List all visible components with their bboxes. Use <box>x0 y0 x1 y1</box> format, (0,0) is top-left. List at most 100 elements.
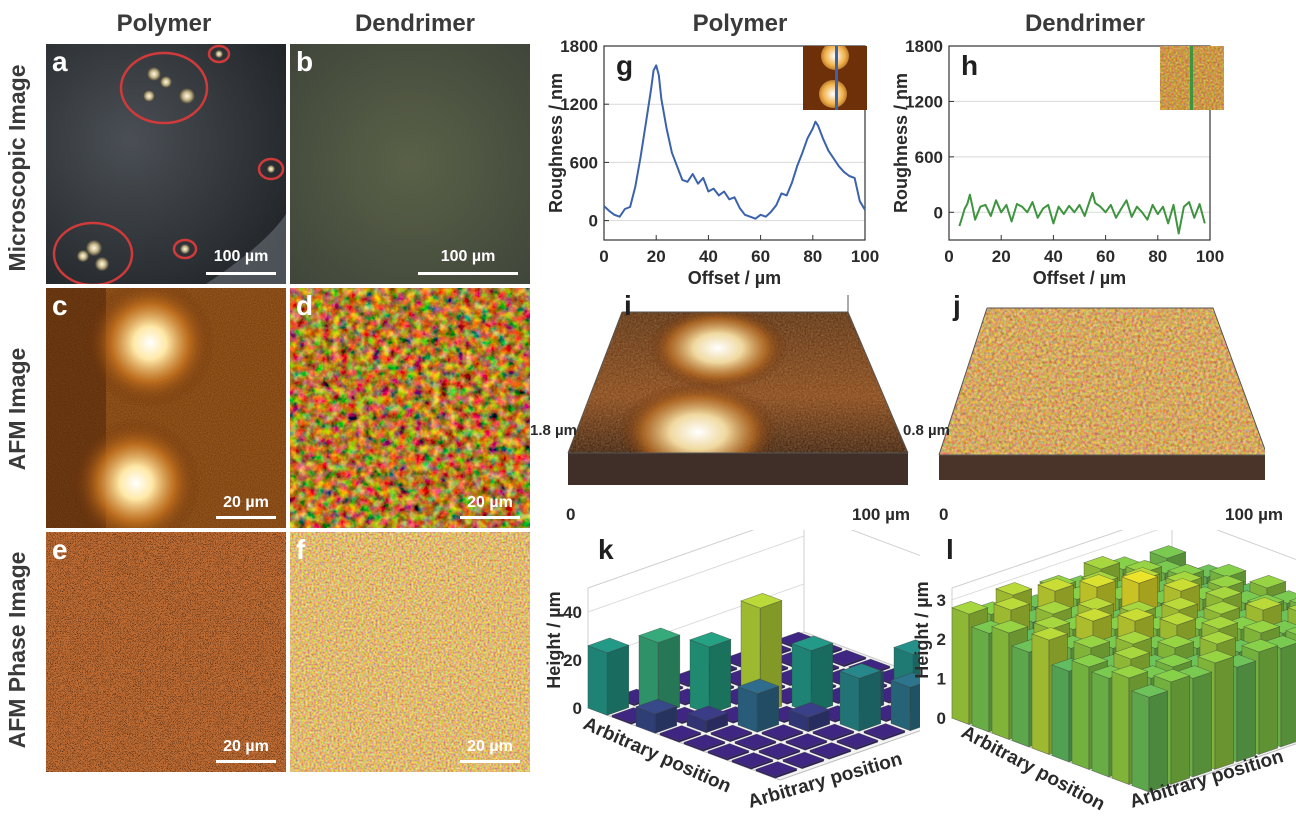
z-axis-label: Height / µm <box>544 591 564 688</box>
x-end-label-i: 100 µm <box>852 505 910 524</box>
bar-6-4 <box>839 663 882 732</box>
x-tick-label-0: 0 <box>599 247 608 266</box>
panel-letter-e: e <box>52 534 68 565</box>
x-axis-label: Offset / µm <box>1033 268 1126 288</box>
panel-letter-h: h <box>961 50 979 81</box>
plot-frame <box>948 45 1211 241</box>
bar-6-2 <box>785 733 828 751</box>
scale-label-f: 20 µm <box>467 738 513 755</box>
scale-label-c: 20 µm <box>223 494 269 511</box>
column-header-polymer-plots: Polymer <box>692 10 788 37</box>
y-tick-label-3: 1800 <box>905 40 943 56</box>
z-tick-label-0: 0 <box>573 699 582 718</box>
row-label-microscopic: Microscopic Image <box>4 64 30 272</box>
bar-6-0 <box>731 752 774 770</box>
bar-4-0 <box>683 734 726 752</box>
z-tick-label-2: 40 <box>563 603 582 622</box>
panel-b-microscopic-dendrimer: b 100 µm <box>290 44 530 284</box>
particle-cluster-top <box>143 67 195 104</box>
bar-7-4 <box>863 723 906 741</box>
bar-5-1 <box>734 733 777 752</box>
afm-phase-dendrimer-image <box>290 532 530 772</box>
bar-9-0 <box>1131 684 1169 793</box>
scale-label-b: 100 µm <box>440 248 496 265</box>
bar-2-0 <box>635 698 678 734</box>
z-scale-label-j: 0.8 µm <box>903 422 950 439</box>
highlight-ellipses <box>52 44 285 284</box>
bar-4-2 <box>737 678 780 733</box>
microscopic-dendrimer-image <box>290 44 530 284</box>
panel-letter-l: l <box>946 534 954 565</box>
panel-letter-j: j <box>953 290 961 321</box>
panel-letter-d: d <box>296 290 314 321</box>
scale-bar-d <box>460 516 520 519</box>
y-axis-label: Roughness / nm <box>546 73 566 213</box>
bar-0-0 <box>587 637 630 716</box>
y-tick-label-0: 0 <box>589 212 598 231</box>
z-tick-label-2: 2 <box>937 630 946 649</box>
panel-letter-k: k <box>598 534 614 565</box>
bar-7-3 <box>836 732 879 751</box>
bar-4-1 <box>710 724 753 743</box>
chart-h-svg: 0 600 1200 1800 0 20 40 60 80 100 Offset / µm Rough… <box>891 37 1224 288</box>
bar-7-2 <box>809 742 852 760</box>
panel-l-3d-bars-dendrimer: 0 1 2 3 Height / µm Arbitrary position Arbitra… <box>908 512 1296 820</box>
panel-d-afm-dendrimer: d 20 µm <box>290 288 530 528</box>
y-tick-label-1: 600 <box>570 153 598 172</box>
chart-g-svg: 0 600 1200 1800 0 20 40 60 80 100 Offset / µm Rough… <box>546 37 879 288</box>
z-tick-label-1: 20 <box>563 651 582 670</box>
y-tick-label-2: 1200 <box>905 92 943 111</box>
bar-5-3 <box>788 702 831 733</box>
y-tick-label-2: 1200 <box>560 95 598 114</box>
x-tick-label-5: 100 <box>851 247 879 266</box>
panel-letter-f: f <box>296 534 306 565</box>
panel-letter-a: a <box>52 46 68 77</box>
panel-letter-c: c <box>52 290 68 321</box>
bar-5-0 <box>707 743 750 761</box>
panel-g-roughness-polymer: 0 600 1200 1800 0 20 40 60 80 100 Offset / µm Rough… <box>540 37 885 300</box>
x-tick-label-1: 20 <box>992 247 1011 266</box>
panel-i-3d-afm-polymer: 1.8 µm 0 100 µm i <box>530 290 910 530</box>
x-axis-label: Offset / µm <box>688 268 781 288</box>
z-gridline-3 <box>951 524 1173 601</box>
x-tick-label-2: 40 <box>1044 247 1063 266</box>
x-tick-label-4: 80 <box>803 247 822 266</box>
scale-bar-e <box>216 760 276 763</box>
panel-j-3d-afm-dendrimer: 0.8 µm 0 100 µm j <box>895 290 1295 530</box>
bar-2-2 <box>689 631 732 715</box>
x-tick-label-3: 60 <box>1096 247 1115 266</box>
scale-label-a: 100 µm <box>213 248 269 265</box>
series-line-0 <box>958 191 1206 235</box>
z-gridline-2 <box>587 535 805 613</box>
z-tick-label-3: 3 <box>937 591 946 610</box>
afm-3d-polymer-surface <box>567 295 909 485</box>
inset-polymer-afm <box>803 46 867 110</box>
afm-dendrimer-image <box>290 288 530 528</box>
afm-phase-polymer-image <box>46 532 286 772</box>
scale-bar-a <box>206 272 276 275</box>
y-tick-label-1: 600 <box>915 148 943 167</box>
bar-7-0 <box>755 761 798 779</box>
x-start-label-i: 0 <box>566 505 576 524</box>
z-tick-label-1: 1 <box>937 670 946 689</box>
panel-h-roughness-dendrimer: 0 600 1200 1800 0 20 40 60 80 100 Offset / µm Rough… <box>885 37 1230 300</box>
panel-f-afm-phase-dendrimer: f 20 µm <box>290 532 530 772</box>
panel-letter-g: g <box>616 50 634 81</box>
bar-3-0 <box>659 725 702 743</box>
z-scale-label-i: 1.8 µm <box>530 422 577 439</box>
panel-letter-b: b <box>296 46 314 77</box>
z-tick-label-0: 0 <box>937 709 946 728</box>
panel-letter-i: i <box>624 290 632 321</box>
series-line-0 <box>603 64 866 220</box>
x-start-label-j: 0 <box>939 505 949 524</box>
scale-label-e: 20 µm <box>223 738 269 755</box>
row-label-afm-phase: AFM Phase Image <box>4 551 30 749</box>
scale-bar-b <box>418 272 518 275</box>
panel-a-microscopic-polymer: a 100 µm <box>46 44 286 284</box>
x-tick-label-0: 0 <box>944 247 953 266</box>
panel-e-afm-phase-polymer: e 20 µm <box>46 532 286 772</box>
scale-bar-c <box>216 516 276 519</box>
y-axis-label: Roughness / nm <box>891 73 911 213</box>
bar-6-3 <box>812 723 855 742</box>
